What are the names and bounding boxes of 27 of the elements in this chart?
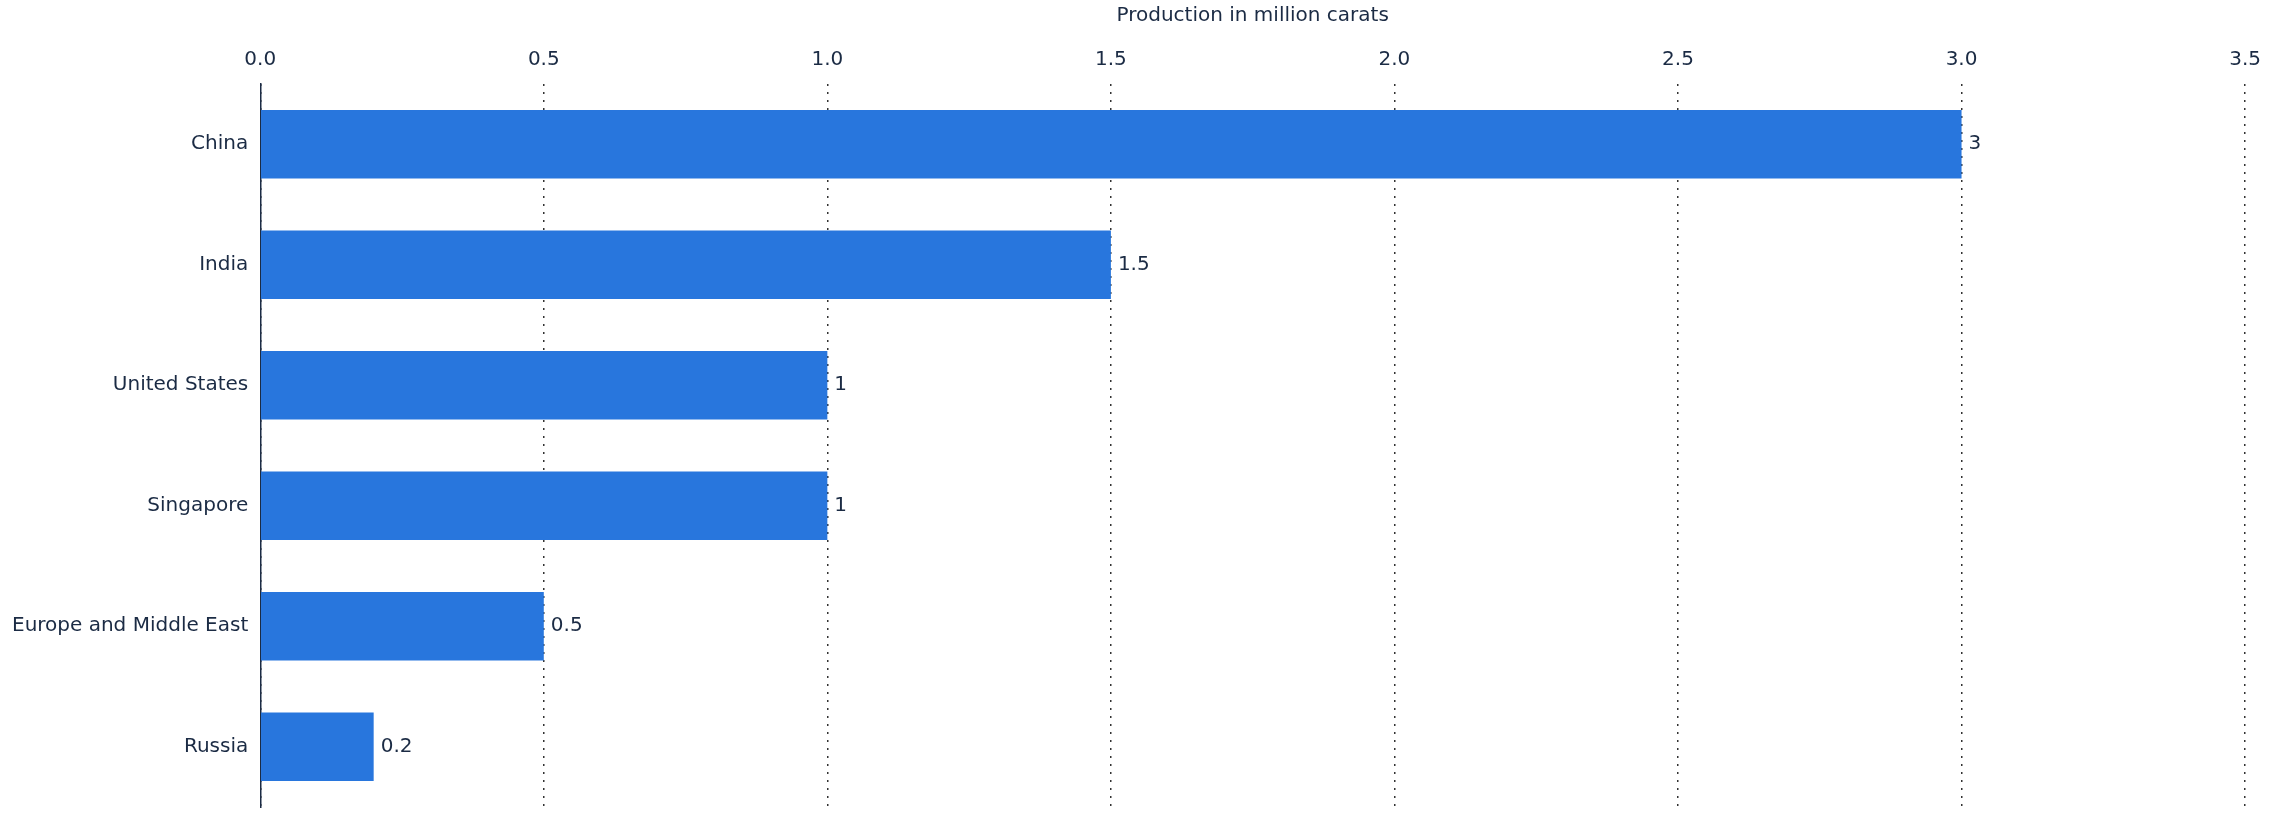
x-tick-label: 0.0 <box>244 46 277 71</box>
bar <box>261 471 828 541</box>
bar <box>261 230 1111 300</box>
data-label: 3 <box>1968 130 1982 155</box>
x-tick-label: 0.5 <box>527 46 560 71</box>
y-tick-label: China <box>191 130 249 155</box>
bar <box>261 350 828 420</box>
bar <box>261 109 1962 179</box>
data-label: 1 <box>834 371 848 396</box>
bar <box>261 712 374 782</box>
x-axis-title: Production in million carats <box>1116 2 1389 27</box>
x-tick-label: 2.0 <box>1378 46 1411 71</box>
y-tick-label: United States <box>112 371 249 396</box>
y-tick-label: Russia <box>183 732 249 757</box>
data-label: 1.5 <box>1117 250 1150 275</box>
data-label: 0.5 <box>550 612 583 637</box>
x-tick-label: 1.0 <box>811 46 844 71</box>
y-tick-label: Singapore <box>147 491 249 516</box>
x-tick-label: 1.5 <box>1094 46 1127 71</box>
x-tick-label: 3.5 <box>2229 46 2261 71</box>
bar <box>261 591 544 661</box>
y-tick-label: India <box>199 250 249 275</box>
x-tick-label: 3.0 <box>1945 46 1978 71</box>
y-tick-label: Europe and Middle East <box>12 612 249 637</box>
data-label: 1 <box>834 491 848 516</box>
data-label: 0.2 <box>380 732 413 757</box>
x-tick-label: 2.5 <box>1662 46 1694 71</box>
